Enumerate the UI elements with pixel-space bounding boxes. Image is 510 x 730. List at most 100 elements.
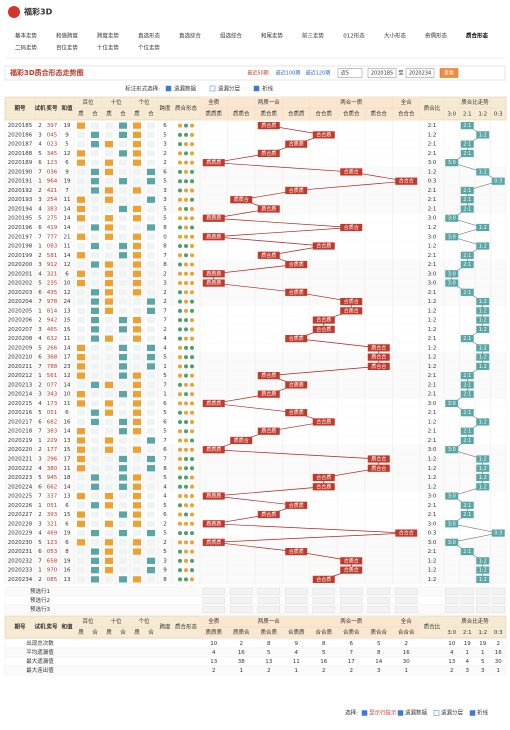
row-bg (5, 556, 506, 566)
checkbox[interactable] (209, 85, 216, 92)
preset-cell[interactable] (491, 606, 505, 613)
shape-icon (178, 364, 182, 369)
preset-cell[interactable] (340, 588, 363, 595)
preset-cell[interactable] (202, 606, 225, 613)
ratio-label: 3:0 (448, 160, 456, 166)
header-cell: 合合合 (398, 628, 415, 636)
cell: 2:1 (428, 503, 437, 509)
preset-cell[interactable] (340, 597, 363, 604)
preset-cell[interactable] (445, 606, 459, 613)
preset-cell[interactable] (445, 588, 459, 595)
preset-cell[interactable] (202, 588, 225, 595)
nav-link[interactable]: 奇偶形态 (425, 32, 448, 40)
shape-label: 合合合 (399, 530, 414, 537)
preset-cell[interactable] (312, 588, 335, 595)
checkbox[interactable] (361, 710, 368, 716)
cell: 12 (64, 373, 71, 379)
nav-link[interactable]: 组选综合 (220, 32, 243, 40)
nav-link[interactable]: 和尾走势 (261, 32, 284, 40)
checkbox[interactable] (433, 710, 440, 716)
digit-slot (77, 474, 85, 481)
nav-link[interactable]: 012形态 (343, 32, 365, 40)
header-cell: 3:0 (447, 112, 456, 118)
preset-cell[interactable] (230, 606, 253, 613)
checkbox[interactable] (469, 710, 476, 716)
preset-cell[interactable] (491, 588, 505, 595)
digit-hit (133, 122, 141, 129)
preset-cell[interactable] (230, 588, 253, 595)
preset-cell[interactable] (285, 588, 308, 595)
preset-cell[interactable] (476, 597, 490, 604)
nav-link[interactable]: 跨度走势 (97, 32, 120, 40)
digit-slot (91, 270, 99, 277)
preset-cell[interactable] (460, 606, 474, 613)
preset-cell[interactable] (367, 606, 390, 613)
shape-label: 合质质 (289, 187, 304, 194)
cell: 3 (38, 197, 42, 203)
preset-cell[interactable] (257, 606, 280, 613)
preset-cell[interactable] (476, 588, 490, 595)
period-link[interactable]: 最近50期 (247, 70, 268, 77)
cell: 6 (38, 484, 42, 490)
preset-cell[interactable] (257, 588, 280, 595)
nav-link[interactable]: 二码走势 (15, 44, 38, 52)
row-bg (5, 509, 506, 520)
preset-cell[interactable] (257, 597, 280, 604)
digit-hit (91, 316, 99, 324)
from-input[interactable] (367, 68, 397, 78)
preset-cell[interactable] (395, 606, 418, 613)
period-link[interactable]: 最近120期 (306, 70, 331, 77)
preset-cell[interactable] (395, 588, 418, 595)
checkbox[interactable] (253, 85, 260, 92)
nav-link[interactable]: 质合形态 (466, 32, 489, 40)
preset-cell[interactable] (460, 597, 474, 604)
preset-cell[interactable] (340, 606, 363, 613)
nav-link[interactable]: 个位走势 (138, 44, 161, 52)
preset-cell[interactable] (367, 597, 390, 604)
digit-slot (147, 409, 155, 416)
preset-cell[interactable] (491, 597, 505, 604)
shape-icon (184, 494, 188, 499)
stats-row (4, 647, 507, 658)
preset-cell[interactable] (312, 597, 335, 604)
nav-link[interactable]: 百位走势 (56, 44, 79, 52)
checkbox[interactable] (165, 85, 172, 92)
preset-cell[interactable] (367, 588, 390, 595)
shape-icon (178, 438, 182, 443)
nav-link[interactable]: 基本走势 (15, 32, 38, 40)
header-cell: 1:2 (478, 112, 487, 118)
digit-hit (133, 233, 141, 240)
digit-hit (77, 511, 85, 518)
preset-cell[interactable] (476, 606, 490, 613)
shape-mark (202, 538, 225, 546)
nav-link[interactable]: 大小形态 (384, 32, 407, 40)
nav-link[interactable]: 直选形态 (138, 32, 161, 40)
period-link[interactable]: 最近100期 (276, 70, 301, 77)
stats-value: 3 (377, 668, 381, 674)
cell: 2020202 (8, 281, 33, 287)
digit-slot (133, 178, 141, 185)
nav-link[interactable]: 和值跨度 (56, 32, 79, 40)
preset-cell[interactable] (202, 597, 225, 604)
cell: 1:2 (428, 568, 437, 574)
digit-hit (105, 289, 113, 296)
digit-slot (133, 557, 141, 564)
preset-cell[interactable] (285, 606, 308, 613)
select[interactable] (337, 68, 363, 78)
shape-label: 质合质 (261, 391, 276, 398)
to-input[interactable] (405, 68, 435, 78)
preset-cell[interactable] (312, 606, 335, 613)
preset-cell[interactable] (285, 597, 308, 604)
nav-link[interactable]: 十位走势 (97, 44, 120, 52)
cell: 5 (163, 179, 167, 185)
preset-cell[interactable] (230, 597, 253, 604)
digit-slot (147, 520, 155, 527)
checkbox[interactable] (397, 710, 404, 716)
nav-link[interactable]: 前三走势 (302, 32, 325, 40)
preset-cell[interactable] (460, 588, 474, 595)
nav-link[interactable]: 直选综合 (179, 32, 202, 40)
preset-cell[interactable] (395, 597, 418, 604)
preset-cell[interactable] (445, 597, 459, 604)
view-button[interactable] (439, 68, 459, 78)
digit-slot (105, 576, 113, 583)
